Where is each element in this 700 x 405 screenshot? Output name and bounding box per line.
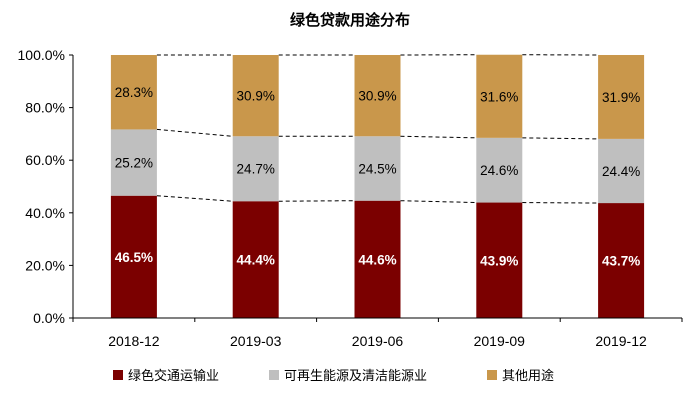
connector-line xyxy=(156,195,233,202)
bar-segment xyxy=(232,201,279,318)
x-tick-label: 2019-06 xyxy=(352,333,404,349)
x-tick-label: 2019-03 xyxy=(230,333,282,349)
data-label: 28.3% xyxy=(115,85,153,100)
legend-label: 可再生能源及清洁能源业 xyxy=(284,369,427,384)
x-tick-label: 2018-12 xyxy=(108,333,160,349)
connector-line xyxy=(156,128,233,137)
legend: 绿色交通运输业 可再生能源及清洁能源业 其他用途 xyxy=(113,368,554,384)
connector-line xyxy=(400,135,477,139)
legend-label: 其他用途 xyxy=(502,368,554,384)
connector-line xyxy=(522,202,599,204)
y-tick-label: 80.0% xyxy=(25,100,65,116)
bar-segment xyxy=(598,55,645,139)
data-label: 44.4% xyxy=(237,253,275,268)
legend-swatch xyxy=(113,370,123,380)
legend-swatch xyxy=(269,370,279,380)
connector-lines xyxy=(156,54,599,204)
bar-segment xyxy=(110,55,157,130)
data-label: 44.6% xyxy=(358,252,396,267)
chart-title: 绿色贷款用途分布 xyxy=(290,11,410,29)
bar-segment xyxy=(110,129,157,196)
y-tick-label: 60.0% xyxy=(25,152,65,168)
bar-segment xyxy=(476,137,523,203)
bar-segment xyxy=(110,195,157,318)
data-label: 43.9% xyxy=(480,253,518,268)
legend-swatch xyxy=(487,370,497,380)
data-label: 24.5% xyxy=(358,161,396,176)
y-tick-label: 40.0% xyxy=(25,205,65,221)
axes-group: 0.0% 20.0% 40.0% 60.0% 80.0% 100.0% 2018-12 201… xyxy=(18,47,683,349)
bar-segment xyxy=(354,136,401,201)
data-label: 31.9% xyxy=(602,90,640,105)
data-label: 25.2% xyxy=(115,156,153,171)
bar-segment xyxy=(232,55,279,137)
data-label: 46.5% xyxy=(115,250,153,265)
bars-group xyxy=(110,54,645,318)
legend-label: 绿色交通运输业 xyxy=(128,368,219,384)
data-label: 24.4% xyxy=(602,164,640,179)
bar-segment xyxy=(598,203,645,318)
bar-segment xyxy=(476,202,523,318)
bar-segment xyxy=(354,55,401,137)
bar-segment xyxy=(232,136,279,202)
y-tick-label: 20.0% xyxy=(25,257,65,273)
connector-line xyxy=(278,200,355,202)
data-label: 30.9% xyxy=(237,89,275,104)
data-label: 43.7% xyxy=(602,254,640,269)
data-label: 31.6% xyxy=(480,89,518,104)
connector-line xyxy=(522,137,599,140)
data-label: 24.7% xyxy=(237,162,275,177)
data-labels-group: 46.5% 25.2% 28.3% 44.4% 24.7% 30.9% 44.6% 24.5%… xyxy=(115,85,640,268)
data-label: 24.6% xyxy=(480,163,518,178)
bar-segment xyxy=(476,54,523,138)
bar-segment xyxy=(598,138,645,204)
y-tick-label: 100.0% xyxy=(18,47,65,63)
data-label: 30.9% xyxy=(358,89,396,104)
x-tick-label: 2019-09 xyxy=(474,333,526,349)
y-tick-label: 0.0% xyxy=(33,310,65,326)
bar-segment xyxy=(354,200,401,318)
connector-line xyxy=(400,200,477,204)
x-tick-label: 2019-12 xyxy=(595,333,647,349)
